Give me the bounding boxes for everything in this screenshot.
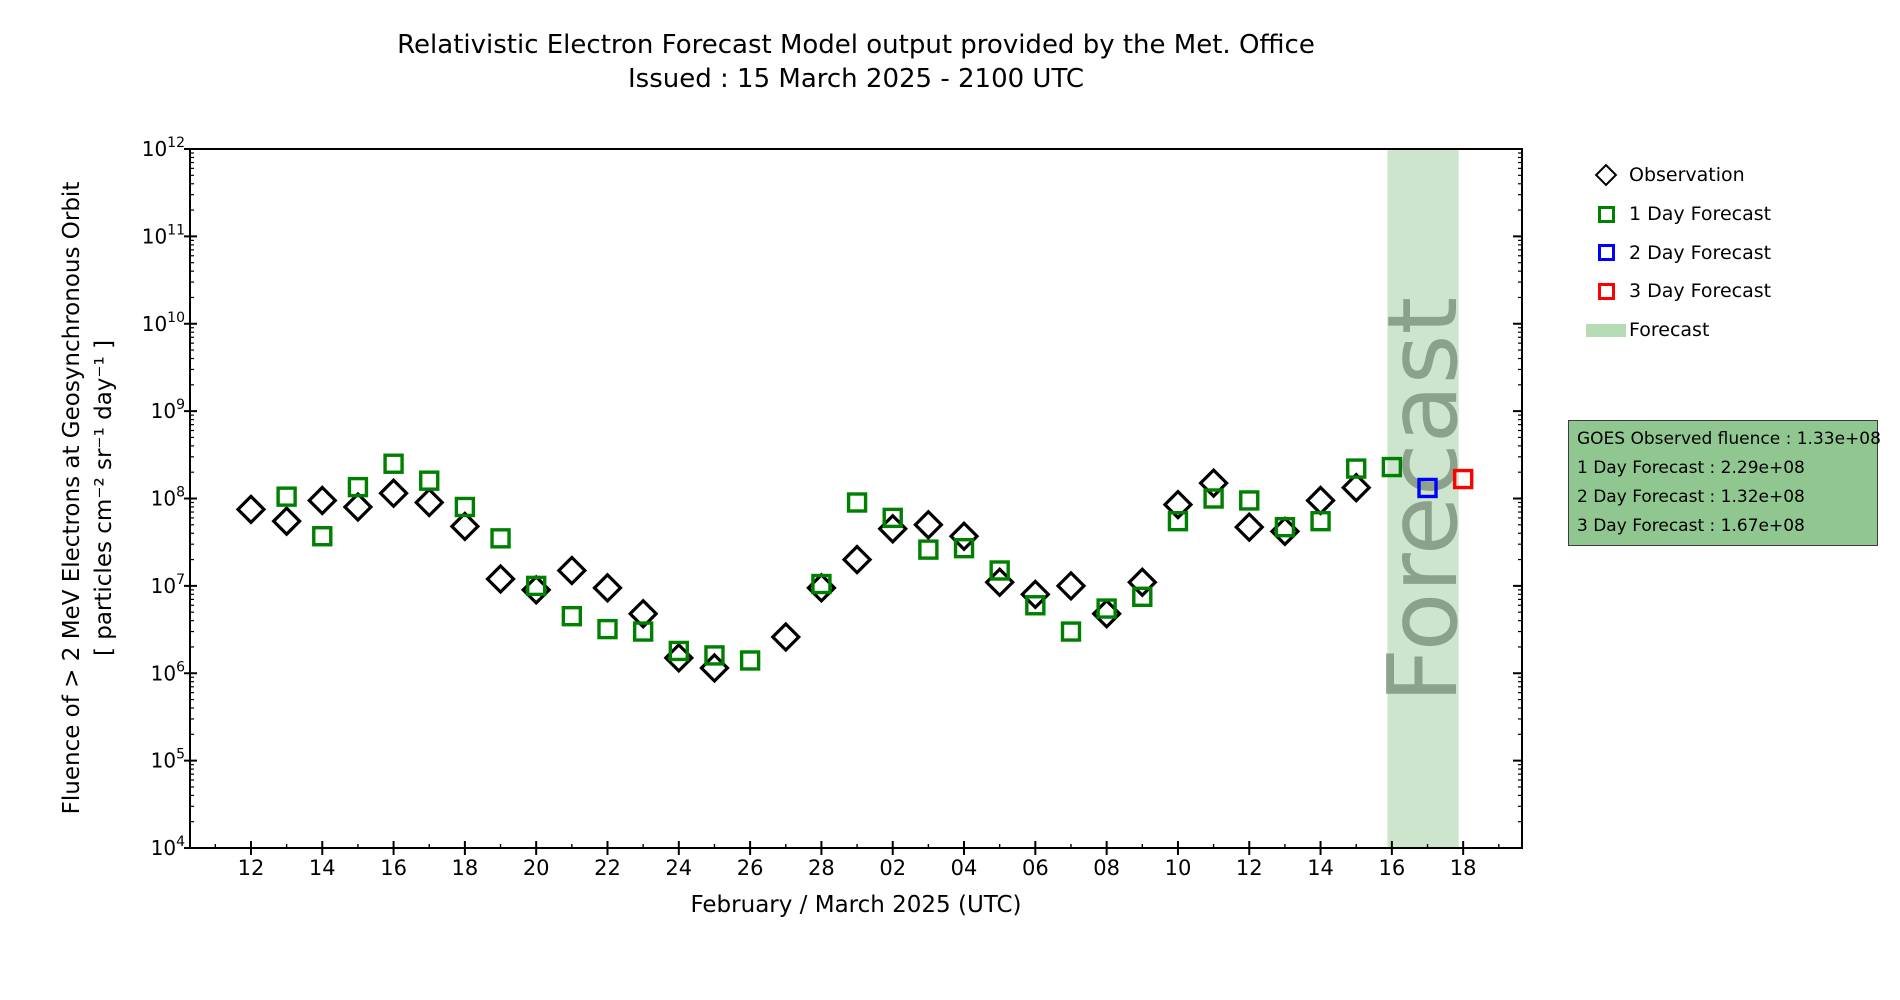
legend-label: Observation — [1629, 164, 1745, 187]
svg-text:28: 28 — [808, 856, 835, 880]
x-axis-label: February / March 2025 (UTC) — [690, 892, 1022, 918]
info-line-1-day: 1 Day Forecast : 2.29e+08 — [1577, 458, 1805, 478]
forecast-info-box: GOES Observed fluence : 1.33e+08 1 Day F… — [1568, 420, 1881, 546]
legend-label: 1 Day Forecast — [1629, 203, 1772, 226]
svg-text:105: 105 — [151, 747, 185, 773]
svg-text:26: 26 — [737, 856, 764, 880]
legend-label: 2 Day Forecast — [1629, 241, 1772, 264]
info-line-2-day: 2 Day Forecast : 1.32e+08 — [1577, 487, 1805, 507]
svg-text:18: 18 — [1450, 856, 1477, 880]
svg-text:18: 18 — [452, 856, 479, 880]
observation-diamond-icon — [1594, 164, 1618, 187]
info-line-3-day: 3 Day Forecast : 1.67e+08 — [1577, 516, 1805, 536]
red-square-icon — [1597, 282, 1615, 300]
chart-subtitle: Issued : 15 March 2025 - 2100 UTC — [628, 64, 1084, 94]
svg-text:108: 108 — [151, 485, 185, 511]
svg-text:24: 24 — [665, 856, 692, 880]
svg-text:12: 12 — [238, 856, 265, 880]
svg-text:14: 14 — [309, 856, 336, 880]
svg-text:14: 14 — [1307, 856, 1334, 880]
svg-text:16: 16 — [380, 856, 407, 880]
svg-text:106: 106 — [151, 659, 185, 685]
svg-text:Forecast: Forecast — [1367, 297, 1479, 703]
legend-item-observation: Observation — [1583, 156, 1883, 195]
legend-label: Forecast — [1629, 319, 1710, 342]
legend-item-forecast-band: Forecast — [1583, 311, 1883, 350]
legend: Observation 1 Day Forecast 2 Day Forecas… — [1583, 156, 1883, 349]
y-axis-label-line2: [ particles cm⁻² sr⁻¹ day⁻¹ ] — [91, 339, 117, 657]
legend-item-3-day-forecast: 3 Day Forecast — [1583, 272, 1883, 311]
legend-label: 3 Day Forecast — [1629, 280, 1772, 303]
svg-text:02: 02 — [879, 856, 906, 880]
svg-text:06: 06 — [1022, 856, 1049, 880]
green-square-icon — [1597, 205, 1615, 223]
svg-text:1011: 1011 — [142, 222, 185, 248]
chart-title: Relativistic Electron Forecast Model out… — [397, 30, 1315, 60]
svg-text:109: 109 — [151, 397, 185, 423]
svg-text:1010: 1010 — [142, 310, 185, 336]
svg-text:10: 10 — [1165, 856, 1192, 880]
svg-text:08: 08 — [1093, 856, 1120, 880]
svg-text:1012: 1012 — [142, 135, 185, 161]
svg-text:104: 104 — [151, 834, 185, 860]
forecast-band-swatch-icon — [1586, 323, 1626, 337]
legend-item-2-day-forecast: 2 Day Forecast — [1583, 233, 1883, 272]
blue-square-icon — [1597, 244, 1615, 262]
svg-text:22: 22 — [594, 856, 621, 880]
svg-text:20: 20 — [523, 856, 550, 880]
svg-text:16: 16 — [1378, 856, 1405, 880]
legend-item-1-day-forecast: 1 Day Forecast — [1583, 195, 1883, 234]
info-line-observed: GOES Observed fluence : 1.33e+08 — [1577, 429, 1881, 449]
svg-text:107: 107 — [151, 572, 185, 598]
svg-text:12: 12 — [1236, 856, 1263, 880]
svg-text:04: 04 — [951, 856, 978, 880]
y-axis-label-line1: Fluence of > 2 MeV Electrons at Geosynch… — [59, 181, 85, 815]
